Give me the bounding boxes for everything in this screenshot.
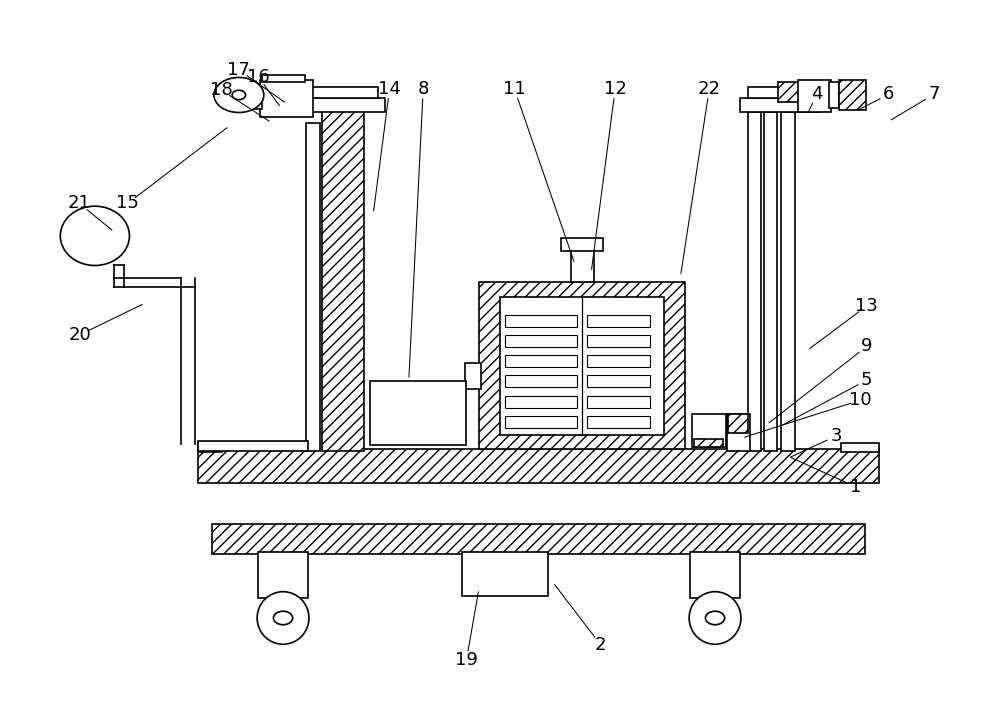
Bar bbox=[505, 355, 577, 367]
Text: 11: 11 bbox=[503, 80, 526, 98]
Circle shape bbox=[232, 90, 246, 100]
Bar bbox=[728, 414, 748, 432]
Text: 22: 22 bbox=[698, 80, 721, 98]
Bar bbox=[587, 416, 650, 428]
Text: 9: 9 bbox=[861, 338, 872, 356]
Bar bbox=[587, 335, 650, 347]
Bar bbox=[690, 552, 740, 598]
Bar bbox=[262, 75, 305, 82]
Bar bbox=[306, 87, 378, 98]
Circle shape bbox=[273, 611, 293, 625]
Bar bbox=[505, 335, 577, 347]
Bar bbox=[748, 113, 761, 451]
Text: 3: 3 bbox=[830, 427, 842, 445]
Bar bbox=[298, 98, 385, 113]
Ellipse shape bbox=[689, 592, 741, 645]
Bar bbox=[727, 414, 750, 451]
Bar bbox=[505, 376, 577, 387]
Bar bbox=[500, 297, 664, 435]
Bar bbox=[505, 416, 577, 428]
Bar bbox=[370, 381, 466, 445]
Bar bbox=[839, 80, 866, 110]
Text: 8: 8 bbox=[418, 80, 429, 98]
Bar bbox=[587, 315, 650, 327]
Text: 7: 7 bbox=[928, 85, 940, 103]
Bar bbox=[798, 80, 831, 113]
Bar bbox=[306, 123, 320, 451]
Bar bbox=[571, 249, 594, 282]
Bar bbox=[587, 396, 650, 408]
Bar bbox=[748, 87, 817, 98]
Bar bbox=[505, 315, 577, 327]
Ellipse shape bbox=[257, 592, 309, 645]
Circle shape bbox=[214, 77, 264, 113]
Text: 10: 10 bbox=[849, 391, 871, 409]
Bar bbox=[198, 443, 222, 452]
Bar bbox=[587, 376, 650, 387]
Bar bbox=[561, 238, 603, 252]
Bar bbox=[260, 80, 313, 117]
Text: 13: 13 bbox=[855, 297, 878, 315]
Text: 20: 20 bbox=[68, 326, 91, 344]
Bar bbox=[694, 439, 723, 447]
Bar bbox=[841, 443, 879, 452]
Bar bbox=[462, 552, 548, 596]
Text: 16: 16 bbox=[247, 68, 269, 86]
Text: 4: 4 bbox=[811, 85, 823, 103]
Bar bbox=[829, 82, 839, 108]
Text: 6: 6 bbox=[883, 85, 894, 103]
Text: 18: 18 bbox=[210, 81, 233, 99]
Text: 2: 2 bbox=[595, 636, 607, 654]
Bar bbox=[479, 282, 685, 450]
Text: 5: 5 bbox=[861, 371, 872, 389]
Bar bbox=[692, 414, 726, 447]
Bar bbox=[198, 450, 879, 483]
Text: 21: 21 bbox=[68, 194, 91, 212]
Bar bbox=[250, 89, 262, 109]
Bar bbox=[322, 109, 364, 451]
Bar bbox=[764, 113, 777, 451]
Bar bbox=[465, 364, 481, 389]
Bar bbox=[778, 82, 819, 103]
Bar bbox=[740, 98, 819, 113]
Bar bbox=[258, 552, 308, 598]
Text: 12: 12 bbox=[604, 80, 627, 98]
Text: 19: 19 bbox=[455, 652, 478, 670]
Text: 14: 14 bbox=[378, 80, 401, 98]
Bar bbox=[587, 355, 650, 367]
Ellipse shape bbox=[60, 206, 129, 265]
Text: 17: 17 bbox=[227, 61, 250, 79]
Text: 15: 15 bbox=[116, 194, 139, 212]
Bar bbox=[781, 113, 795, 451]
Circle shape bbox=[705, 611, 725, 625]
Bar bbox=[198, 442, 308, 451]
Text: 1: 1 bbox=[850, 478, 861, 495]
Bar bbox=[212, 523, 865, 554]
Bar bbox=[505, 396, 577, 408]
